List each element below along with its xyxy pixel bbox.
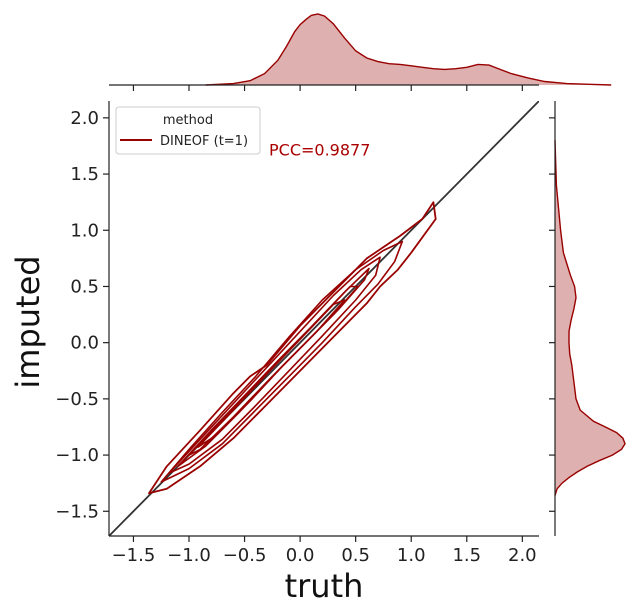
pcc-annotation: PCC=0.9877 bbox=[269, 140, 370, 159]
y-tick-label: 1.5 bbox=[70, 164, 99, 185]
x-tick-label: 0.0 bbox=[286, 545, 315, 566]
kde-contour-level-3 bbox=[168, 256, 381, 474]
y-tick-label: 0.5 bbox=[70, 276, 99, 297]
y-tick-label: −1.0 bbox=[55, 445, 99, 466]
y-axis-label: imputed bbox=[9, 255, 47, 388]
y-tick-label: 1.0 bbox=[70, 220, 99, 241]
x-tick-label: 1.5 bbox=[452, 545, 481, 566]
x-tick-label: 0.5 bbox=[341, 545, 370, 566]
marginal-y-ticks bbox=[549, 117, 555, 512]
y-axis-ticks: −1.5 −1.0 −0.5 0.0 0.5 1.0 1.5 2.0 bbox=[55, 108, 109, 522]
y-tick-label: 2.0 bbox=[70, 108, 99, 129]
x-axis-label: truth bbox=[285, 567, 364, 605]
x-tick-label: −1.5 bbox=[112, 545, 156, 566]
marginal-x-ticks bbox=[132, 85, 523, 91]
marginal-x-density-line bbox=[205, 13, 612, 86]
x-tick-label: −0.5 bbox=[223, 545, 267, 566]
x-tick-label: 1.0 bbox=[397, 545, 426, 566]
joint-panel: −1.5 −1.0 −0.5 0.0 0.5 1.0 1.5 2.0 −1.5 −1.0 −0.5… bbox=[9, 101, 539, 605]
kde-contours bbox=[148, 201, 437, 495]
marginal-y-panel bbox=[549, 101, 626, 536]
kde-contour-level-6 bbox=[197, 299, 346, 448]
legend-entry-label: DINEOF (t=1) bbox=[160, 134, 248, 149]
y-tick-label: −0.5 bbox=[55, 389, 99, 410]
y-tick-label: 0.0 bbox=[70, 333, 99, 354]
marginal-x-density-fill bbox=[205, 14, 612, 85]
x-axis-ticks: −1.5 −1.0 −0.5 0.0 0.5 1.0 1.5 2.0 bbox=[112, 536, 537, 566]
legend: method DINEOF (t=1) bbox=[115, 106, 261, 155]
kde-contour-level-1 bbox=[148, 201, 437, 495]
x-tick-label: 2.0 bbox=[508, 545, 537, 566]
legend-frame bbox=[115, 106, 261, 155]
kde-contour-level-2 bbox=[160, 240, 404, 483]
marginal-y-density-line bbox=[554, 140, 626, 496]
marginal-x-panel bbox=[109, 13, 612, 91]
legend-title: method bbox=[163, 113, 213, 128]
marginal-y-density-fill bbox=[555, 140, 625, 496]
y-tick-label: −1.5 bbox=[55, 501, 99, 522]
x-tick-label: −1.0 bbox=[167, 545, 211, 566]
